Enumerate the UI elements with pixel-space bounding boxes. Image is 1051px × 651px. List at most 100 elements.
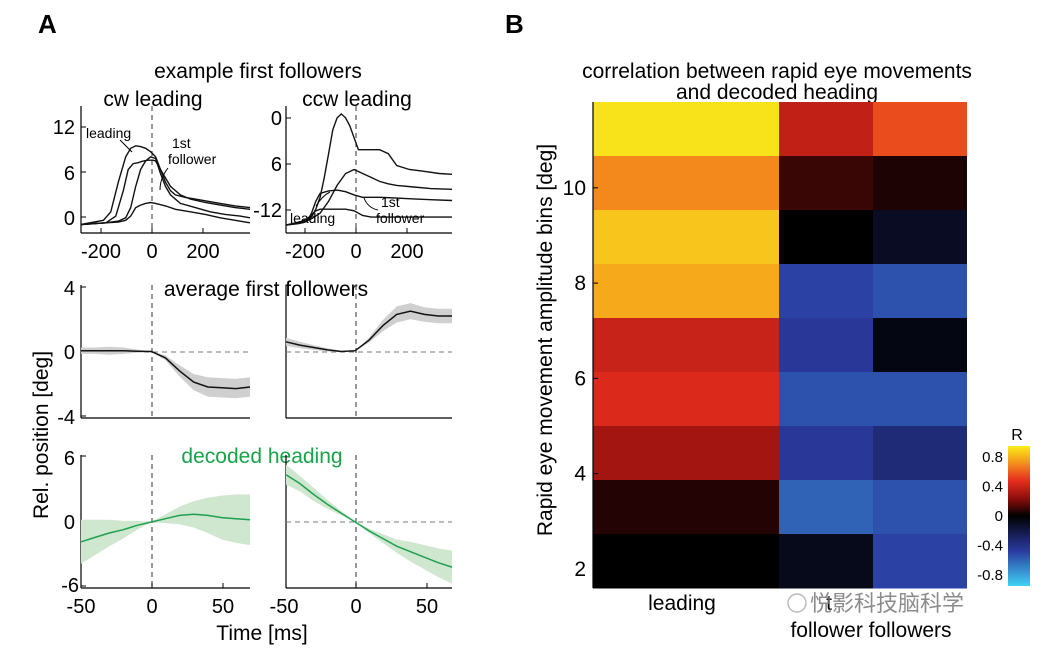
title-cw-leading: cw leading: [103, 88, 202, 111]
heatmap-title-line-1: correlation between rapid eye movements: [582, 60, 972, 83]
arrow-tr-follower: [363, 197, 379, 211]
heatmap-cell: [873, 264, 967, 319]
error-band: [81, 346, 250, 399]
colorbar-tick-label: 0.8: [982, 449, 1003, 466]
ytick-bl-0: 0: [64, 512, 75, 534]
heatmap-cell: [779, 318, 873, 373]
heatmap-xtick-leading: leading: [648, 592, 716, 615]
trace-line-4: [285, 208, 452, 226]
ytick-tr-m12: -12: [253, 200, 282, 222]
colorbar-tick-label: 0: [995, 508, 1003, 525]
heatmap-cell: [779, 102, 873, 157]
xtick-bl-m50: -50: [67, 596, 96, 618]
mean-line: [285, 310, 452, 353]
section-title-example: example first followers: [154, 60, 362, 83]
heatmap-cell: [779, 264, 873, 319]
colorbar: [1008, 446, 1030, 586]
heatmap-cell: [593, 534, 779, 589]
annot-tl-follower-2: follower: [168, 151, 217, 167]
heatmap-cell: [593, 210, 779, 265]
xtick-tr-0: 0: [350, 241, 361, 263]
heatmap-cell: [779, 372, 873, 427]
axes-top-left: [80, 106, 250, 234]
xtick-br-m50: -50: [270, 596, 299, 618]
arrow-tl-leading: [119, 139, 133, 153]
heatmap-cells: [593, 102, 967, 589]
heatmap-cell: [779, 156, 873, 211]
mean-line: [285, 474, 453, 568]
arrow-tl-follower: [159, 167, 169, 191]
heatmap-xtick-t: t: [826, 592, 832, 615]
xtick-br-50: 50: [416, 596, 438, 618]
heatmap-cell: [873, 318, 967, 373]
heatmap-cell: [593, 318, 779, 373]
xtick-tl-200: 200: [186, 241, 219, 263]
colorbar-tick-label: -0.8: [977, 567, 1003, 584]
title-average-first-followers: average first followers: [164, 278, 368, 301]
xtick-tl-0: 0: [146, 241, 157, 263]
error-band: [286, 303, 452, 353]
heatmap-cell: [593, 372, 779, 427]
decoded-trace-left: [80, 494, 251, 564]
heatmap-cell: [593, 264, 779, 319]
xtick-bl-50: 50: [212, 596, 234, 618]
error-band: [286, 464, 452, 584]
heatmap-title-line-2: and decoded heading: [676, 81, 878, 104]
ytick-ml-0: 0: [64, 342, 75, 364]
heatmap-yticks: 10 8 6 4 2: [563, 177, 598, 581]
xtick-bl-0: 0: [146, 596, 157, 618]
heatmap-cell: [593, 102, 779, 157]
trace-line-4: [80, 201, 251, 226]
heatmap-cell: [873, 210, 967, 265]
heatmap-ytick-label: 4: [574, 463, 586, 486]
heatmap-xtick-followers: follower followers: [790, 619, 951, 642]
ytick-tl-0: 0: [64, 208, 75, 230]
arrow-tr-leading: [315, 191, 331, 207]
trace-line-1: [80, 145, 251, 226]
ytick-tl-12: 12: [53, 117, 75, 139]
xtick-tr-m200: -200: [285, 241, 325, 263]
colorbar-tick-label: -0.4: [977, 538, 1003, 555]
colorbar-ticks: 0.8 0.4 0 -0.4 -0.8: [977, 449, 1003, 584]
mean-line: [81, 349, 251, 390]
annot-tl-follower-1: 1st: [172, 135, 191, 151]
ytick-tr-0: 0: [271, 108, 282, 130]
heatmap-ytick-label: 2: [574, 558, 586, 581]
heatmap-cell: [593, 480, 779, 535]
heatmap-cell: [593, 426, 779, 481]
panel-label-a: A: [38, 9, 57, 39]
annot-tr-follower-2: follower: [376, 210, 425, 226]
heatmap-cell: [873, 372, 967, 427]
heatmap-ytick-label: 6: [574, 367, 586, 390]
watermark-text: 悦影科技脑科学: [810, 591, 964, 616]
annot-tl-leading: leading: [86, 125, 131, 141]
xlabel-time: Time [ms]: [216, 622, 307, 645]
trace-line-2: [80, 159, 251, 226]
heatmap-cell: [779, 426, 873, 481]
heatmap-cell: [593, 156, 779, 211]
axes-bottom-right: [285, 455, 452, 589]
heatmap-cell: [779, 480, 873, 535]
traces-top-left: [80, 145, 251, 226]
colorbar-tick-label: 0.4: [982, 479, 1003, 496]
ytick-tr-6: 6: [271, 154, 282, 176]
trace-line-2: [285, 168, 453, 226]
xtick-tr-200: 200: [390, 241, 423, 263]
average-trace-left: [81, 346, 251, 399]
ytick-tl-6: 6: [64, 163, 75, 185]
heatmap-cell: [873, 480, 967, 535]
heatmap-ylabel: Rapid eye movement amplitude bins [deg]: [534, 144, 557, 536]
axes-middle-right: [285, 285, 452, 419]
decoded-trace-right: [285, 464, 453, 584]
ytick-ml-4: 4: [64, 278, 75, 300]
title-decoded-heading: decoded heading: [181, 445, 342, 468]
heatmap-cell: [873, 534, 967, 589]
heatmap-cell: [873, 102, 967, 157]
xtick-tl-m200: -200: [81, 241, 121, 263]
annot-tr-follower-1: 1st: [381, 194, 400, 210]
heatmap-cell: [873, 156, 967, 211]
ytick-bl-6: 6: [64, 448, 75, 470]
title-ccw-leading: ccw leading: [302, 88, 412, 111]
heatmap-cell: [779, 534, 873, 589]
heatmap-ytick-label: 10: [563, 177, 586, 200]
